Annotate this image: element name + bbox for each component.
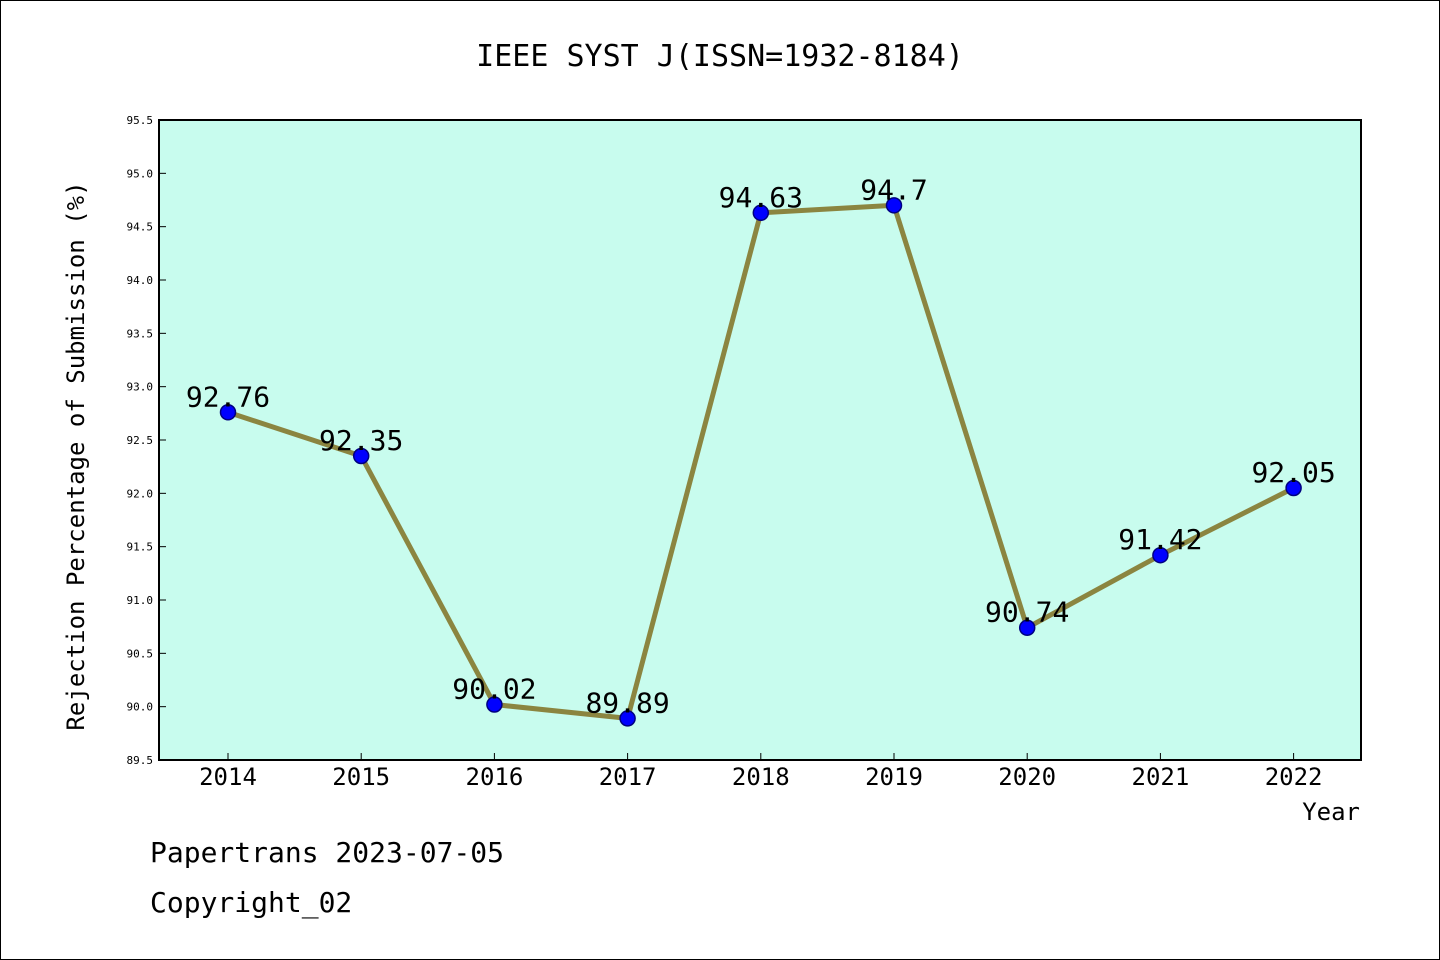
footer-date: Papertrans 2023-07-05 [150,836,505,869]
x-tick-label: 2021 [1132,763,1190,791]
y-tick-label: 92.5 [127,434,154,447]
plot-area [158,119,1362,761]
chart-title: IEEE SYST J(ISSN=1932-8184) [476,39,964,74]
data-label: 94.63 [719,181,803,214]
data-point [1285,479,1302,497]
footer-copyright: Copyright_02 [150,886,353,919]
y-tick-label: 90.0 [127,701,154,714]
y-axis-label: Rejection Percentage of Submission (%) [62,181,90,730]
data-label: 91.42 [1118,523,1202,556]
data-point [752,204,770,222]
y-axis: 89.5 90.0 90.5 91.0 91.5 92.0 92.5 93.0 93.5 94.0… [127,114,166,767]
y-tick-label: 94.5 [127,221,154,234]
y-tick-label: 93.0 [127,381,154,394]
y-tick-label: 92.0 [127,487,154,500]
data-point [1152,546,1169,564]
data-point [619,710,636,727]
x-axis-label: Year [1302,798,1360,826]
x-tick-label: 2019 [865,763,923,791]
y-tick-label: 95.5 [127,114,154,127]
data-point [885,197,903,214]
y-tick-label: 94.0 [127,274,154,287]
data-label: 90.02 [452,673,536,706]
y-tick-label: 90.5 [127,647,154,660]
y-tick-label: 91.5 [127,541,154,554]
x-tick-label: 2018 [732,763,790,791]
data-label: 90.74 [985,596,1069,629]
data-point [352,447,370,465]
x-tick-label: 2020 [998,763,1056,791]
data-labels: 92.76 92.35 90.02 89.89 94.63 94.7 90.74 91.42 9… [186,173,1336,719]
data-label: 92.76 [186,380,270,413]
data-label: 92.35 [319,424,403,457]
x-tick-label: 2016 [466,763,524,791]
data-point [1018,619,1036,636]
x-tick-label: 2022 [1265,763,1323,791]
y-tick-label: 91.0 [127,594,154,607]
y-tick-label: 93.5 [127,327,154,340]
data-label: 89.89 [585,686,669,719]
data-label: 92.05 [1251,456,1335,489]
x-tick-label: 2017 [599,763,657,791]
y-tick-label: 89.5 [127,754,154,767]
x-axis: 2014 2015 2016 2017 2018 2019 2020 2021 2022 [199,753,1322,791]
y-tick-label: 95.0 [127,167,154,180]
series-rejection [219,197,1302,727]
data-point [486,696,503,713]
data-label: 94.7 [860,173,927,206]
x-tick-label: 2015 [332,763,390,791]
data-point [219,404,237,421]
x-tick-label: 2014 [199,763,257,791]
